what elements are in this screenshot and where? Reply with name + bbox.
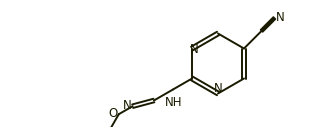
Text: N: N xyxy=(190,43,199,56)
Text: NH: NH xyxy=(165,96,183,109)
Text: O: O xyxy=(109,107,118,120)
Text: N: N xyxy=(214,83,223,96)
Text: N: N xyxy=(276,11,285,24)
Text: N: N xyxy=(123,99,132,112)
